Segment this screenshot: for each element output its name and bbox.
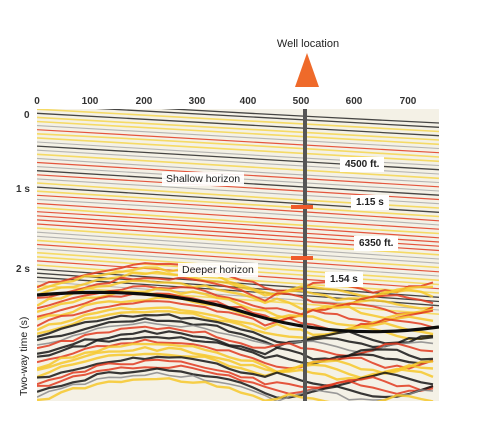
y-tick-1s: 1 s — [16, 184, 30, 195]
deeper-time-label: 1.54 s — [325, 272, 363, 287]
y-tick-2s: 2 s — [16, 264, 30, 275]
y-tick-0: 0 — [24, 110, 30, 121]
x-tick-700: 700 — [399, 96, 417, 107]
seismic-section — [37, 109, 439, 401]
deeper-horizon-label: Deeper horizon — [178, 263, 258, 277]
x-tick-200: 200 — [135, 96, 153, 107]
shallow-time-label: 1.15 s — [351, 195, 389, 210]
x-tick-400: 400 — [239, 96, 257, 107]
x-tick-100: 100 — [81, 96, 99, 107]
well-location-label: Well location — [276, 38, 340, 50]
deeper-depth-label: 6350 ft. — [354, 236, 399, 251]
x-tick-300: 300 — [188, 96, 206, 107]
shallow-depth-label: 4500 ft. — [340, 157, 385, 172]
shallow-horizon-marker — [291, 205, 313, 209]
x-tick-0: 0 — [34, 96, 40, 107]
shallow-horizon-label: Shallow horizon — [162, 172, 245, 186]
well-location-arrow-icon — [295, 53, 319, 87]
x-tick-500: 500 — [292, 96, 310, 107]
deeper-horizon-marker — [291, 256, 313, 260]
x-tick-600: 600 — [345, 96, 363, 107]
